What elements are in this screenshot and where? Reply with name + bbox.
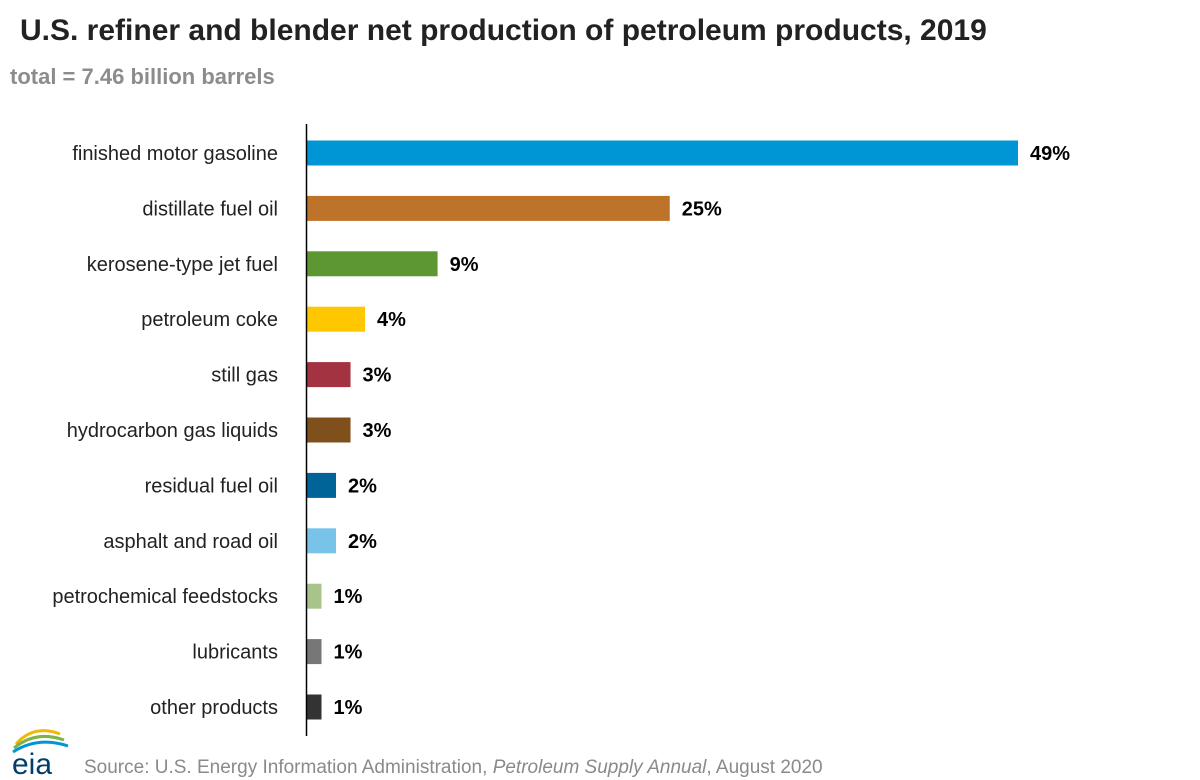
category-label: lubricants — [192, 642, 278, 664]
bar — [307, 195, 670, 221]
bar — [307, 417, 351, 443]
category-label: finished motor gasoline — [72, 143, 278, 165]
category-label: other products — [150, 697, 278, 719]
value-label: 4% — [377, 309, 406, 331]
logo-text: eia — [12, 748, 52, 778]
source-prefix: Source: U.S. Energy Information Administ… — [84, 757, 493, 778]
value-label: 1% — [334, 697, 363, 719]
bar — [307, 251, 438, 277]
value-label: 2% — [348, 475, 377, 497]
eia-logo: eia — [12, 729, 69, 778]
chart-subtitle: total = 7.46 billion barrels — [10, 64, 275, 89]
value-label: 25% — [682, 198, 722, 220]
value-label: 3% — [363, 420, 392, 442]
category-label: hydrocarbon gas liquids — [67, 420, 278, 442]
category-label: still gas — [211, 365, 278, 387]
value-label: 3% — [363, 365, 392, 387]
value-label: 1% — [334, 586, 363, 608]
bar — [307, 140, 1018, 166]
category-label: petrochemical feedstocks — [52, 586, 278, 608]
category-label: distillate fuel oil — [142, 198, 278, 220]
category-label: petroleum coke — [141, 309, 278, 331]
source-publication: Petroleum Supply Annual — [492, 757, 707, 778]
bar — [307, 306, 366, 332]
category-label: kerosene-type jet fuel — [87, 254, 278, 276]
bar — [307, 694, 322, 720]
bar — [307, 362, 351, 388]
category-label: asphalt and road oil — [103, 531, 278, 553]
bar — [307, 583, 322, 609]
bar — [307, 639, 322, 665]
chart-title: U.S. refiner and blender net production … — [20, 14, 987, 47]
bar — [307, 528, 337, 554]
value-label: 9% — [450, 254, 479, 276]
value-label: 1% — [334, 642, 363, 664]
value-label: 49% — [1030, 143, 1070, 165]
bar — [307, 472, 337, 498]
source-suffix: , August 2020 — [706, 757, 823, 778]
source-note: Source: U.S. Energy Information Administ… — [84, 757, 823, 779]
value-label: 2% — [348, 531, 377, 553]
bars-layer: finished motor gasoline 49% distillate fue… — [52, 140, 1070, 720]
category-label: residual fuel oil — [145, 475, 278, 497]
